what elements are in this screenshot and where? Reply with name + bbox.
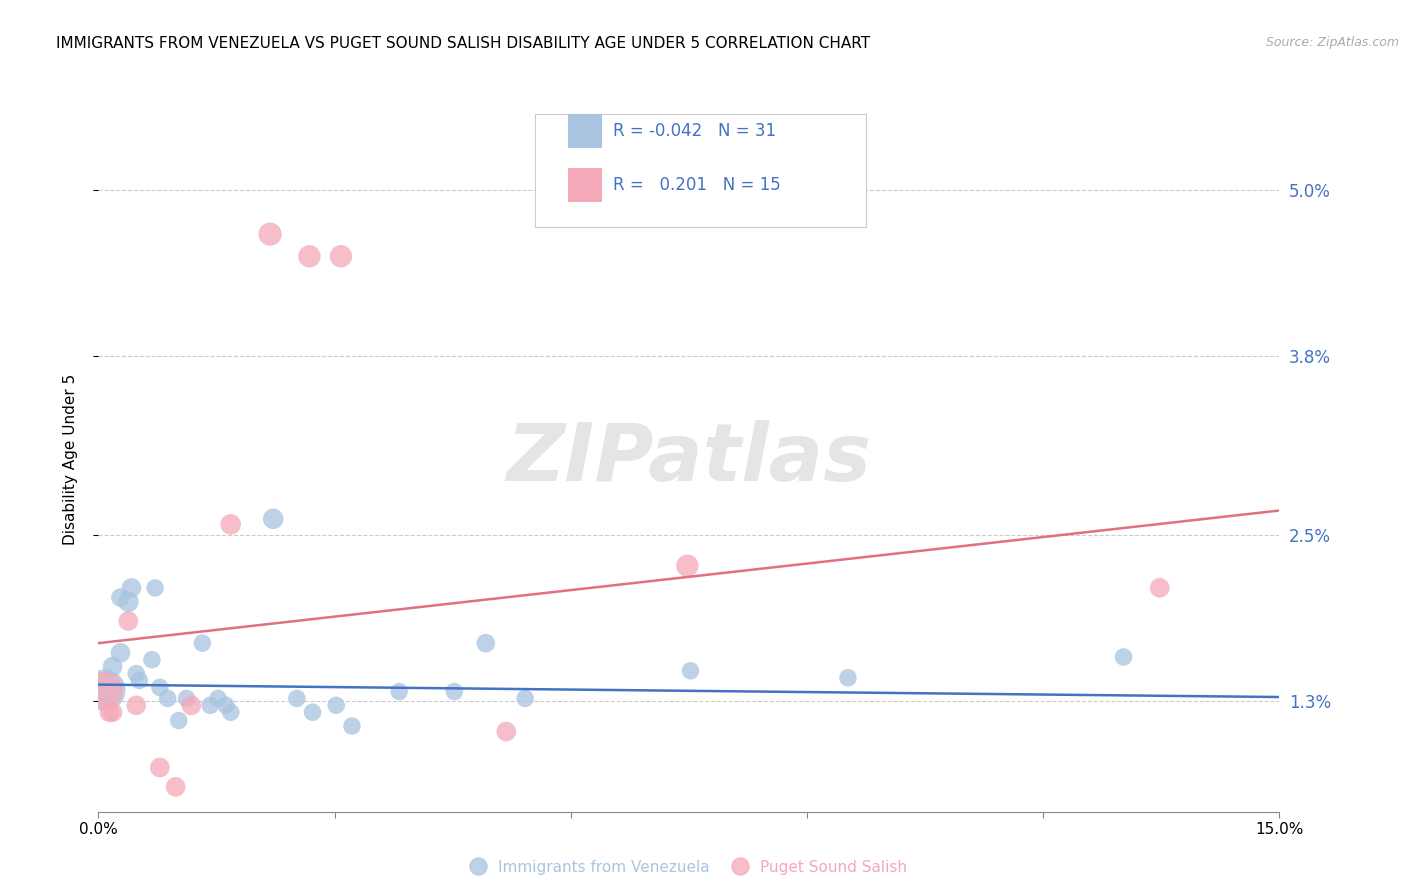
Text: IMMIGRANTS FROM VENEZUELA VS PUGET SOUND SALISH DISABILITY AGE UNDER 5 CORRELATI: IMMIGRANTS FROM VENEZUELA VS PUGET SOUND… xyxy=(56,36,870,51)
Point xyxy=(298,249,321,263)
Text: R =   0.201   N = 15: R = 0.201 N = 15 xyxy=(613,177,782,194)
FancyBboxPatch shape xyxy=(568,169,602,202)
Point xyxy=(676,558,699,573)
Point xyxy=(679,664,702,678)
Point xyxy=(200,698,222,713)
Point xyxy=(143,581,166,595)
Point xyxy=(340,719,363,733)
Point xyxy=(149,681,172,695)
Point xyxy=(301,705,323,719)
Point xyxy=(180,698,202,713)
Legend: Immigrants from Venezuela, Puget Sound Salish: Immigrants from Venezuela, Puget Sound S… xyxy=(471,860,907,874)
Point xyxy=(329,249,352,263)
Point xyxy=(475,636,498,650)
Y-axis label: Disability Age Under 5: Disability Age Under 5 xyxy=(63,374,77,545)
Point xyxy=(101,659,124,673)
Point xyxy=(191,636,214,650)
Point xyxy=(167,714,190,728)
Point xyxy=(388,684,411,698)
Point xyxy=(259,227,281,242)
Point xyxy=(156,691,179,706)
Point xyxy=(515,691,537,706)
Point xyxy=(125,698,148,713)
Point xyxy=(110,591,132,605)
Point xyxy=(165,780,187,794)
Text: ZIPatlas: ZIPatlas xyxy=(506,420,872,499)
Point xyxy=(285,691,308,706)
Point xyxy=(262,512,284,526)
Point xyxy=(125,666,148,681)
Point xyxy=(117,595,139,609)
Point xyxy=(325,698,347,713)
Point xyxy=(215,698,238,713)
Point xyxy=(1112,650,1135,665)
Point xyxy=(219,705,242,719)
Point xyxy=(837,671,859,685)
Text: R = -0.042   N = 31: R = -0.042 N = 31 xyxy=(613,122,776,140)
Point xyxy=(176,691,198,706)
Point xyxy=(128,673,150,688)
Text: Source: ZipAtlas.com: Source: ZipAtlas.com xyxy=(1265,36,1399,49)
Point xyxy=(93,683,115,698)
FancyBboxPatch shape xyxy=(568,114,602,148)
Point xyxy=(141,653,163,667)
FancyBboxPatch shape xyxy=(536,114,866,227)
Point xyxy=(1149,581,1171,595)
Point xyxy=(110,646,132,660)
Point xyxy=(495,724,517,739)
Point xyxy=(443,684,465,698)
Point xyxy=(93,683,115,698)
Point xyxy=(149,760,172,774)
Point xyxy=(207,691,229,706)
Point xyxy=(101,705,124,719)
Point xyxy=(117,614,139,628)
Point xyxy=(219,517,242,532)
Point xyxy=(98,705,121,719)
Point xyxy=(121,581,143,595)
